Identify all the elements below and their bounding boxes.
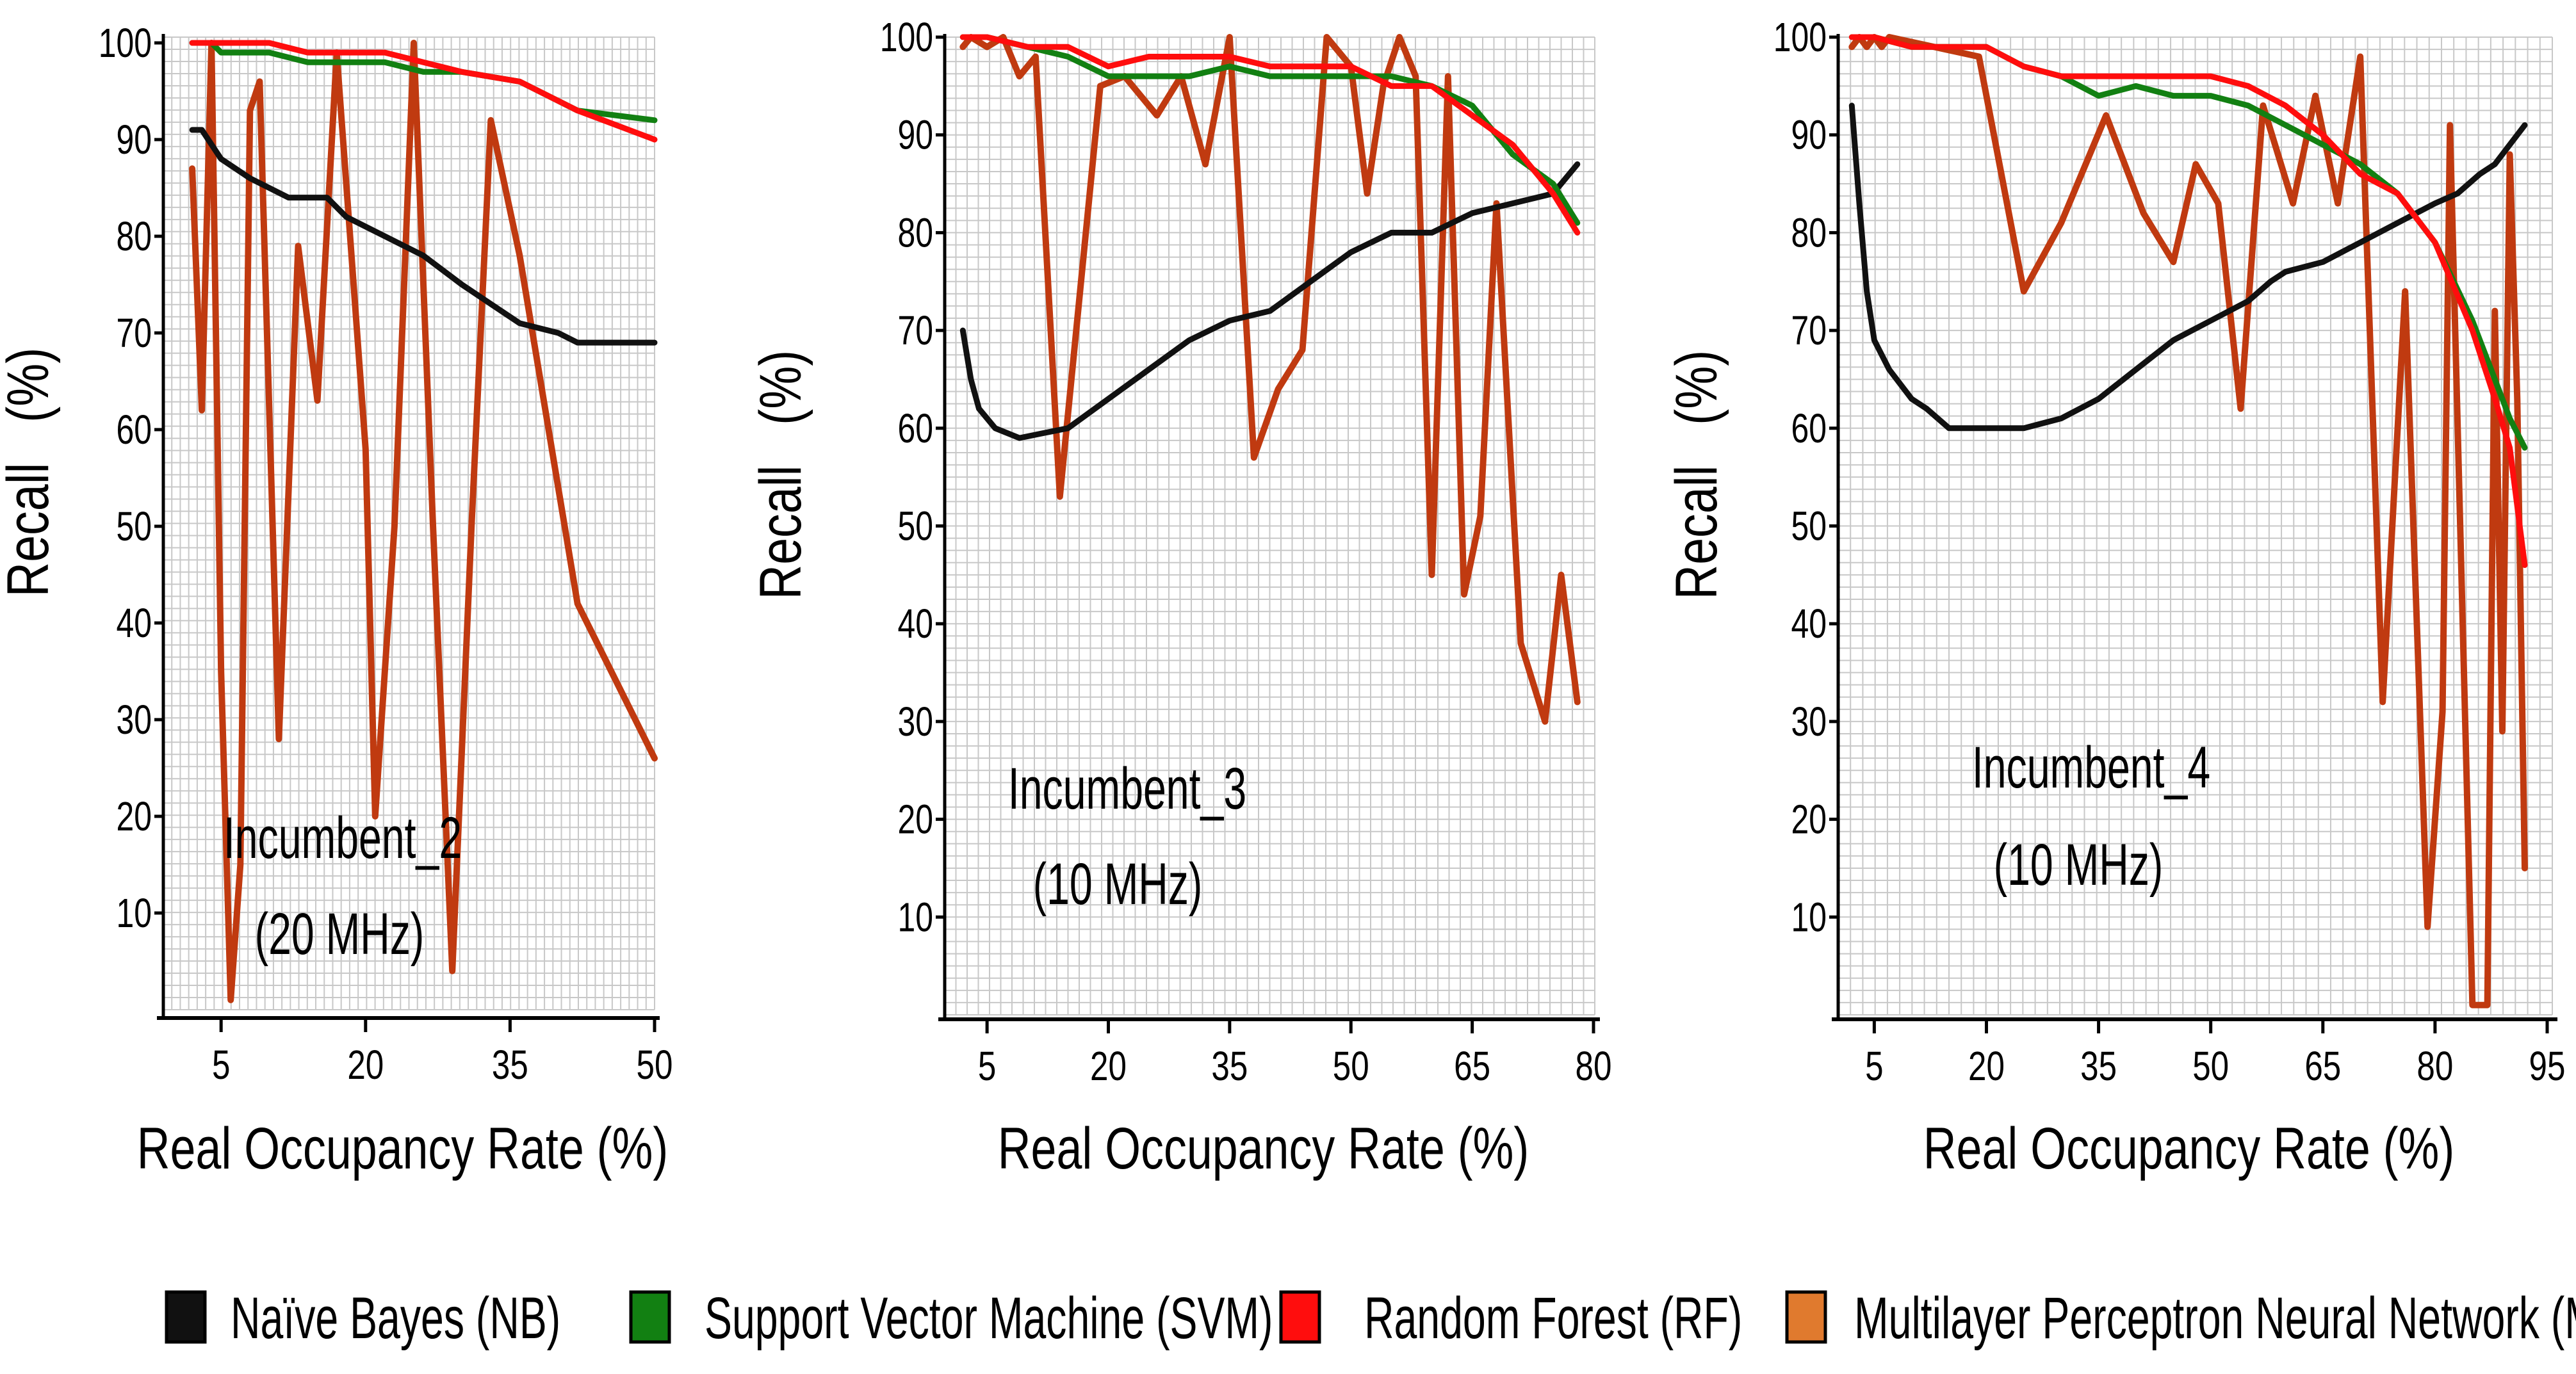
- y-tick-label: 20: [1791, 797, 1827, 843]
- chart-panel-3: 10 20 30 40 50 60 70 80 90 100 5 20 35 50 65 80 95 Recall…: [1663, 15, 2566, 1181]
- x-tick-label: 35: [2080, 1044, 2117, 1090]
- chart-annotation: Incumbent_3: [1008, 756, 1246, 821]
- legend-swatch-mp: [1785, 1290, 1827, 1344]
- series-line-rf: [1848, 34, 2528, 569]
- y-tick-label: 20: [897, 797, 933, 843]
- y-tick-label: 100: [1773, 15, 1827, 60]
- y-tick-label: 100: [99, 20, 152, 66]
- x-tick-label: 65: [1454, 1044, 1490, 1090]
- x-tick-label: 5: [978, 1044, 996, 1090]
- y-tick-label: 40: [1791, 601, 1827, 647]
- series-line-mp: [1848, 34, 2528, 1008]
- x-axis-label: Real Occupancy Rate (%): [137, 1115, 669, 1181]
- x-tick-label: 20: [1090, 1044, 1127, 1090]
- x-axis-label: Real Occupancy Rate (%): [998, 1115, 1529, 1181]
- y-tick-label: 100: [880, 15, 933, 60]
- y-axis-label: Recall (%): [0, 348, 61, 597]
- series-line-rf: [189, 40, 658, 143]
- legend-item-nb: Naïve Bayes (NB): [165, 1285, 560, 1351]
- chart-annotation: Incumbent_4: [1972, 734, 2210, 800]
- x-axis-label: Real Occupancy Rate (%): [1923, 1115, 2455, 1181]
- y-tick-label: 40: [116, 601, 152, 646]
- y-tick-label: 60: [116, 407, 152, 453]
- y-tick-label: 10: [897, 894, 933, 940]
- y-tick-label: 50: [116, 504, 152, 549]
- chart-annotation: (10 MHz): [1033, 851, 1203, 917]
- legend-label-nb: Naïve Bayes (NB): [231, 1285, 560, 1351]
- y-tick-label: 60: [1791, 406, 1827, 451]
- x-tick-label: 80: [2417, 1044, 2453, 1090]
- y-tick-label: 30: [1791, 699, 1827, 745]
- y-tick-label: 70: [1791, 308, 1827, 353]
- y-tick-label: 70: [897, 308, 933, 353]
- chart-panel-2: 10 20 30 40 50 60 70 80 90 100 5 20 35 50 65 80 Recall (…: [747, 15, 1612, 1181]
- y-tick-label: 90: [116, 117, 152, 163]
- y-tick-label: 80: [116, 214, 152, 259]
- y-tick-label: 40: [897, 601, 933, 647]
- y-tick-label: 20: [116, 794, 152, 839]
- series-line-nb: [1848, 102, 2528, 432]
- chart-annotation: Incumbent_2: [224, 805, 462, 871]
- y-tick-label: 90: [897, 113, 933, 158]
- y-tick-label: 30: [897, 699, 933, 745]
- y-tick-label: 10: [1791, 894, 1827, 940]
- x-tick-label: 50: [637, 1043, 673, 1088]
- legend-item-mp: Multilayer Perceptron Neural Network (MP…: [1785, 1285, 2576, 1351]
- legend-item-svm: Support Vector Machine (SVM): [629, 1285, 1273, 1351]
- series-line-nb: [959, 161, 1581, 441]
- chart-annotation: (10 MHz): [1994, 832, 2164, 898]
- x-tick-label: 35: [1211, 1044, 1248, 1090]
- x-tick-label: 20: [1968, 1044, 2005, 1090]
- y-tick-label: 30: [116, 697, 152, 743]
- y-axis-label: Recall (%): [1663, 350, 1729, 600]
- y-tick-label: 50: [1791, 504, 1827, 549]
- legend-swatch-svm: [629, 1290, 671, 1344]
- charts-container: 10 20 30 40 50 60 70 80 90 100 5 20 35 50 Recall (%) Re…: [0, 15, 2565, 1181]
- legend-label-svm: Support Vector Machine (SVM): [705, 1285, 1273, 1351]
- chart-annotation: (20 MHz): [255, 901, 425, 967]
- x-tick-label: 50: [2192, 1044, 2229, 1090]
- x-tick-label: 95: [2529, 1044, 2566, 1090]
- x-tick-label: 50: [1333, 1044, 1369, 1090]
- legend-label-mp: Multilayer Perceptron Neural Network (MP…: [1854, 1285, 2576, 1351]
- y-tick-label: 90: [1791, 113, 1827, 158]
- y-tick-label: 80: [1791, 211, 1827, 256]
- x-tick-label: 5: [212, 1043, 230, 1088]
- series-line-rf: [959, 34, 1581, 236]
- series-line-nb: [189, 127, 658, 346]
- legend: Naïve Bayes (NB) Support Vector Machine (…: [165, 1285, 2576, 1351]
- legend-swatch-rf: [1279, 1290, 1321, 1344]
- x-tick-label: 80: [1576, 1044, 1612, 1090]
- series-line-mp: [959, 34, 1581, 725]
- x-tick-label: 20: [347, 1043, 384, 1088]
- y-axis-label: Recall (%): [747, 350, 813, 600]
- y-tick-label: 60: [897, 406, 933, 451]
- y-tick-label: 10: [116, 891, 152, 936]
- chart-panel-1: 10 20 30 40 50 60 70 80 90 100 5 20 35 50 Recall (%) Re…: [0, 20, 673, 1181]
- x-tick-label: 35: [492, 1043, 528, 1088]
- legend-swatch-nb: [165, 1290, 207, 1344]
- legend-label-rf: Random Forest (RF): [1364, 1285, 1742, 1351]
- x-tick-label: 5: [1865, 1044, 1883, 1090]
- x-tick-label: 65: [2304, 1044, 2341, 1090]
- legend-item-rf: Random Forest (RF): [1279, 1285, 1742, 1351]
- y-tick-label: 80: [897, 211, 933, 256]
- y-tick-label: 70: [116, 311, 152, 356]
- y-tick-label: 50: [897, 504, 933, 549]
